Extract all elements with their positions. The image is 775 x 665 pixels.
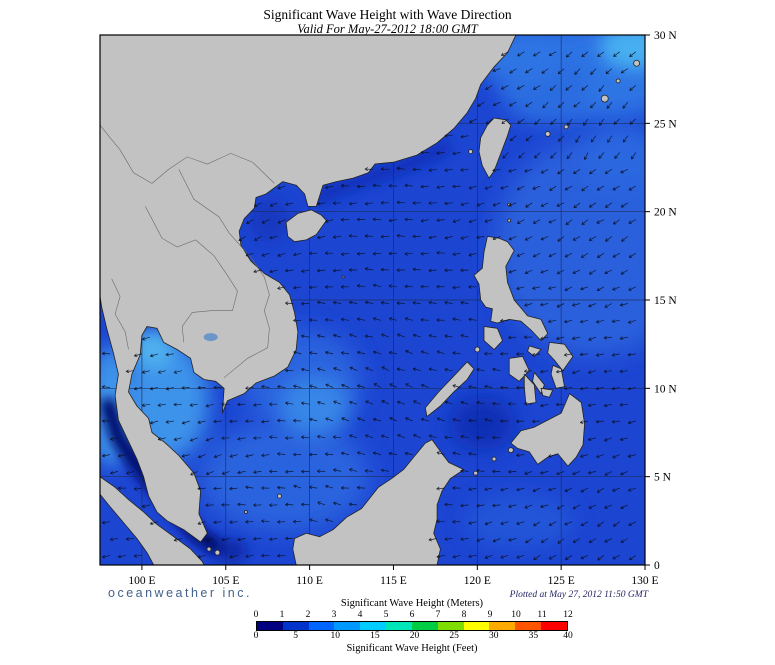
meters-tick: 5 xyxy=(383,610,389,620)
meters-tick: 6 xyxy=(409,610,415,620)
map-plot: 100 E 105 E 110 E 115 E 120 E 125 E 130 E 30 N 2… xyxy=(99,30,677,587)
x-axis-label: 120 E xyxy=(464,575,491,587)
small-island xyxy=(563,124,569,130)
land-sumatra xyxy=(100,476,205,565)
colorbar-segment xyxy=(541,622,567,630)
ocean-layer xyxy=(100,35,645,565)
small-island xyxy=(507,218,512,223)
y-axis-label: 20 N xyxy=(654,207,677,219)
x-axis-label: 125 E xyxy=(548,575,575,587)
country-border xyxy=(178,169,270,378)
land-masbate xyxy=(527,345,542,357)
small-island xyxy=(473,470,479,476)
legend-feet-scale: 0 5 10 15 20 25 30 35 40 xyxy=(253,631,573,642)
feet-tick: 35 xyxy=(528,631,539,641)
land-hainan xyxy=(285,209,327,243)
feet-tick: 20 xyxy=(409,631,420,641)
meters-tick: 8 xyxy=(461,610,467,620)
land-luzon xyxy=(473,236,549,341)
colorbar-segment xyxy=(282,622,309,630)
small-island xyxy=(214,549,221,556)
small-island xyxy=(633,59,641,67)
feet-tick: 30 xyxy=(488,631,499,641)
colorbar-segment xyxy=(515,622,542,630)
colorbar-segment xyxy=(360,622,387,630)
axis-labels: 100 E 105 E 110 E 115 E 120 E 125 E 130 E 30 N 2… xyxy=(128,30,677,587)
axis-ticks xyxy=(141,34,650,570)
land-bohol xyxy=(540,387,554,398)
x-axis-label: 105 E xyxy=(212,575,239,587)
y-axis-label: 30 N xyxy=(654,30,677,42)
meters-tick: 3 xyxy=(331,610,337,620)
chart-subtitle: Valid For May-27-2012 18:00 GMT xyxy=(297,22,478,36)
colorbar-segment xyxy=(257,622,283,630)
small-island xyxy=(491,456,497,462)
feet-tick: 5 xyxy=(293,631,298,641)
meters-tick: 1 xyxy=(279,610,285,620)
meters-tick: 4 xyxy=(357,610,363,620)
country-border xyxy=(100,124,275,184)
land-layer xyxy=(100,35,641,565)
country-border xyxy=(145,206,238,343)
x-axis-label: 100 E xyxy=(128,575,155,587)
plotted-timestamp: Plotted at May 27, 2012 11:50 GMT xyxy=(509,590,648,600)
legend-colorbar xyxy=(256,621,568,631)
land-negros xyxy=(523,373,537,405)
country-border xyxy=(111,278,129,350)
small-island xyxy=(544,131,551,137)
legend-feet-label: Significant Wave Height (Feet) xyxy=(346,643,478,654)
chart-title: Significant Wave Height with Wave Direct… xyxy=(263,7,512,22)
land-borneo xyxy=(292,439,465,565)
meters-tick: 2 xyxy=(305,610,311,620)
small-island xyxy=(341,275,345,279)
small-island xyxy=(277,493,282,499)
meters-tick: 7 xyxy=(435,610,441,620)
colorbar-segment xyxy=(437,622,464,630)
feet-tick: 15 xyxy=(370,631,380,641)
x-axis-label: 130 E xyxy=(631,575,658,587)
wave-arrows xyxy=(101,51,637,561)
land-mindoro xyxy=(483,326,503,350)
colorbar-segment xyxy=(463,622,490,630)
y-axis-label: 0 xyxy=(654,560,660,572)
small-island xyxy=(600,94,609,103)
y-axis-label: 5 N xyxy=(654,472,672,484)
x-axis-label: 110 E xyxy=(296,575,323,587)
feet-tick: 40 xyxy=(563,631,573,641)
y-axis-label: 25 N xyxy=(654,118,677,130)
meters-tick: 12 xyxy=(563,610,573,620)
y-axis-label: 15 N xyxy=(654,295,677,307)
colorbar-segment xyxy=(386,622,412,630)
small-island xyxy=(206,546,212,552)
feet-tick: 10 xyxy=(330,631,340,641)
x-axis-label: 115 E xyxy=(380,575,407,587)
colorbar-segment xyxy=(489,622,516,630)
meters-tick: 9 xyxy=(487,610,493,620)
colorbar-segment xyxy=(411,622,438,630)
small-island xyxy=(468,149,474,154)
land-palawan xyxy=(424,361,475,417)
small-island xyxy=(507,447,514,454)
land-taiwan xyxy=(478,117,512,179)
small-island xyxy=(615,78,621,84)
y-axis-label: 10 N xyxy=(654,383,677,395)
land-mainland-asia xyxy=(100,35,517,543)
meters-tick: 0 xyxy=(253,610,259,620)
colorbar-segment xyxy=(308,622,335,630)
meters-tick: 10 xyxy=(511,610,521,620)
small-island xyxy=(474,346,481,353)
lake xyxy=(203,333,218,342)
meters-tick: 11 xyxy=(537,610,547,620)
legend-meters-scale: 0 1 2 3 4 5 6 7 8 9 10 11 12 xyxy=(253,610,573,621)
land-mindanao xyxy=(510,393,585,467)
legend-meters-label: Significant Wave Height (Meters) xyxy=(340,598,484,609)
colorbar-segment xyxy=(334,622,361,630)
feet-tick: 0 xyxy=(253,631,259,641)
oceanweather-logo-text: oceanweather inc. xyxy=(108,586,252,600)
small-island xyxy=(243,510,248,514)
feet-tick: 25 xyxy=(449,631,459,641)
